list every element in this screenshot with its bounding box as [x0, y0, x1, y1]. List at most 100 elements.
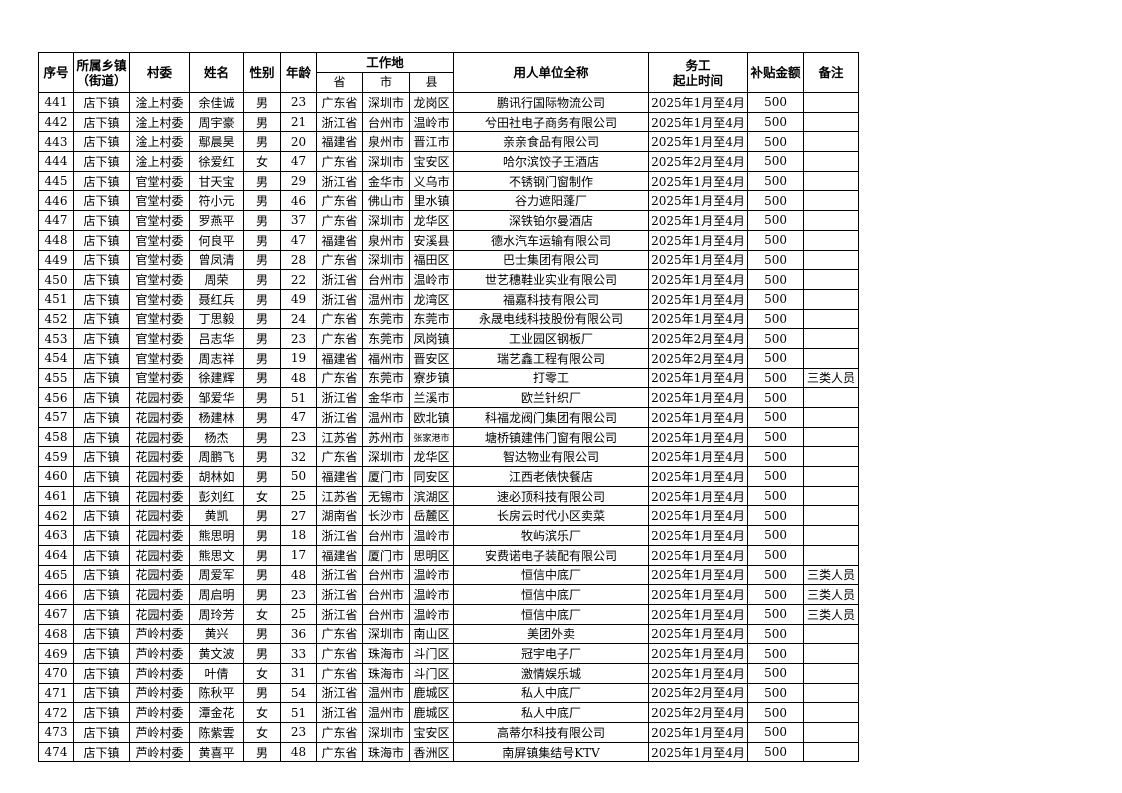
cell-seq: 454: [38, 347, 74, 369]
cell-gender: 女: [243, 151, 281, 172]
cell-remark: [803, 229, 860, 251]
cell-age: 47: [280, 229, 317, 251]
cell-province: 福建省: [316, 347, 363, 369]
cell-age: 48: [280, 564, 317, 586]
cell-village: 花园村委: [129, 544, 190, 566]
cell-gender: 男: [243, 682, 281, 704]
cell-period: 2025年1月至4月: [648, 623, 749, 645]
table-row: 457 店下镇 花园村委 杨建林男 47 浙江省 温州市 欧北镇 科福龙阀门集团有限公司 2025…: [38, 407, 860, 428]
cell-seq: 460: [38, 466, 74, 487]
cell-province: 广东省: [316, 662, 363, 684]
cell-name: 吕志华: [189, 328, 244, 349]
cell-subsidy: 500: [747, 525, 805, 546]
cell-gender: 男: [243, 643, 281, 664]
cell-village: 官堂村委: [129, 308, 190, 330]
cell-name: 陈紫雲: [189, 722, 244, 743]
cell-county: 晋江市: [408, 131, 455, 153]
cell-name: 曾凤清: [189, 249, 244, 271]
cell-village: 花园村委: [129, 485, 190, 507]
cell-remark: [803, 623, 860, 645]
cell-province: 广东省: [316, 249, 363, 271]
cell-seq: 450: [38, 269, 74, 290]
cell-subsidy: 500: [747, 662, 805, 684]
cell-seq: 466: [38, 584, 74, 605]
cell-city: 福州市: [362, 347, 410, 369]
cell-city: 无锡市: [362, 485, 410, 507]
cell-township: 店下镇: [73, 407, 130, 428]
cell-county: 岳麓区: [408, 505, 455, 527]
cell-name: 熊思文: [189, 544, 244, 566]
cell-city: 苏州市: [362, 426, 410, 448]
cell-subsidy: 500: [747, 603, 805, 625]
cell-subsidy: 500: [747, 722, 805, 743]
cell-remark: [803, 387, 860, 408]
cell-remark: [803, 210, 860, 231]
cell-village: 花园村委: [129, 603, 190, 625]
cell-city: 珠海市: [362, 662, 410, 684]
cell-village: 官堂村委: [129, 328, 190, 349]
header-period-line2: 起止时间: [673, 72, 724, 88]
cell-county: 义乌市: [408, 170, 455, 192]
cell-village: 花园村委: [129, 446, 190, 468]
table-row: 472 店下镇 芦岭村委 潭金花女 51 浙江省 温州市 鹿城区 私人中底厂 2025年2月至4月…: [38, 702, 860, 723]
cell-province: 广东省: [316, 623, 363, 645]
cell-gender: 男: [243, 131, 281, 153]
header-city: 市: [362, 72, 410, 93]
cell-age: 33: [280, 643, 317, 664]
cell-village: 芦岭村委: [129, 741, 190, 763]
cell-age: 23: [280, 426, 317, 448]
cell-age: 23: [280, 328, 317, 349]
cell-remark: 三类人员: [803, 564, 860, 586]
table-row: 466 店下镇 花园村委 周启明男 23 浙江省 台州市 温岭市 恒信中底厂 2025年1月至4月…: [38, 584, 860, 605]
cell-gender: 男: [243, 544, 281, 566]
cell-remark: [803, 466, 860, 487]
cell-province: 福建省: [316, 466, 363, 487]
cell-village: 芦岭村委: [129, 623, 190, 645]
cell-name: 熊思明: [189, 525, 244, 546]
cell-township: 店下镇: [73, 229, 130, 251]
cell-period: 2025年1月至4月: [648, 741, 749, 763]
header-workplace: 工作地: [315, 52, 455, 73]
cell-gender: 男: [243, 446, 281, 468]
cell-province: 浙江省: [316, 682, 363, 704]
cell-employer: 世艺穗鞋业实业有限公司: [453, 269, 650, 290]
cell-name: 周启明: [189, 584, 244, 605]
cell-township: 店下镇: [73, 190, 130, 212]
cell-gender: 男: [243, 249, 281, 271]
cell-city: 深圳市: [362, 722, 410, 743]
cell-subsidy: 500: [747, 170, 805, 192]
cell-remark: [803, 249, 860, 271]
cell-city: 泉州市: [362, 131, 410, 153]
cell-period: 2025年1月至4月: [648, 603, 749, 625]
cell-age: 23: [280, 584, 317, 605]
cell-city: 台州市: [362, 564, 410, 586]
cell-city: 深圳市: [362, 210, 410, 231]
table-row: 463 店下镇 花园村委 熊思明男 18 浙江省 台州市 温岭市 牧屿滨乐厂 2025年1月至4月…: [38, 525, 860, 546]
cell-city: 金华市: [362, 170, 410, 192]
cell-township: 店下镇: [73, 269, 130, 290]
cell-county: 南山区: [408, 623, 455, 645]
cell-county: 斗门区: [408, 662, 455, 684]
cell-county: 晋安区: [408, 347, 455, 369]
cell-village: 花园村委: [129, 387, 190, 408]
cell-name: 周宇豪: [189, 111, 244, 133]
cell-township: 店下镇: [73, 347, 130, 369]
cell-period: 2025年1月至4月: [648, 584, 749, 605]
header-township-line2: （街道）: [76, 72, 127, 88]
cell-township: 店下镇: [73, 702, 130, 723]
header-period-line1: 务工: [685, 57, 711, 73]
cell-township: 店下镇: [73, 426, 130, 448]
cell-gender: 女: [243, 722, 281, 743]
table-row: 441 店下镇 淦上村委 余佳诚男 23 广东省 深圳市 龙岗区 鹏讯行国际物流公司 2025年1…: [38, 92, 860, 113]
cell-seq: 447: [38, 210, 74, 231]
cell-city: 深圳市: [362, 446, 410, 468]
cell-province: 浙江省: [316, 603, 363, 625]
cell-name: 周荣: [189, 269, 244, 290]
cell-gender: 男: [243, 741, 281, 763]
cell-gender: 男: [243, 367, 281, 389]
table-row: 442 店下镇 淦上村委 周宇豪男 21 浙江省 台州市 温岭市 兮田社电子商务有限公司 2025…: [38, 111, 860, 133]
cell-employer: 冠宇电子厂: [453, 643, 650, 664]
cell-period: 2025年2月至4月: [648, 702, 749, 723]
cell-county: 龙湾区: [408, 288, 455, 310]
cell-employer: 巴士集团有限公司: [453, 249, 650, 271]
